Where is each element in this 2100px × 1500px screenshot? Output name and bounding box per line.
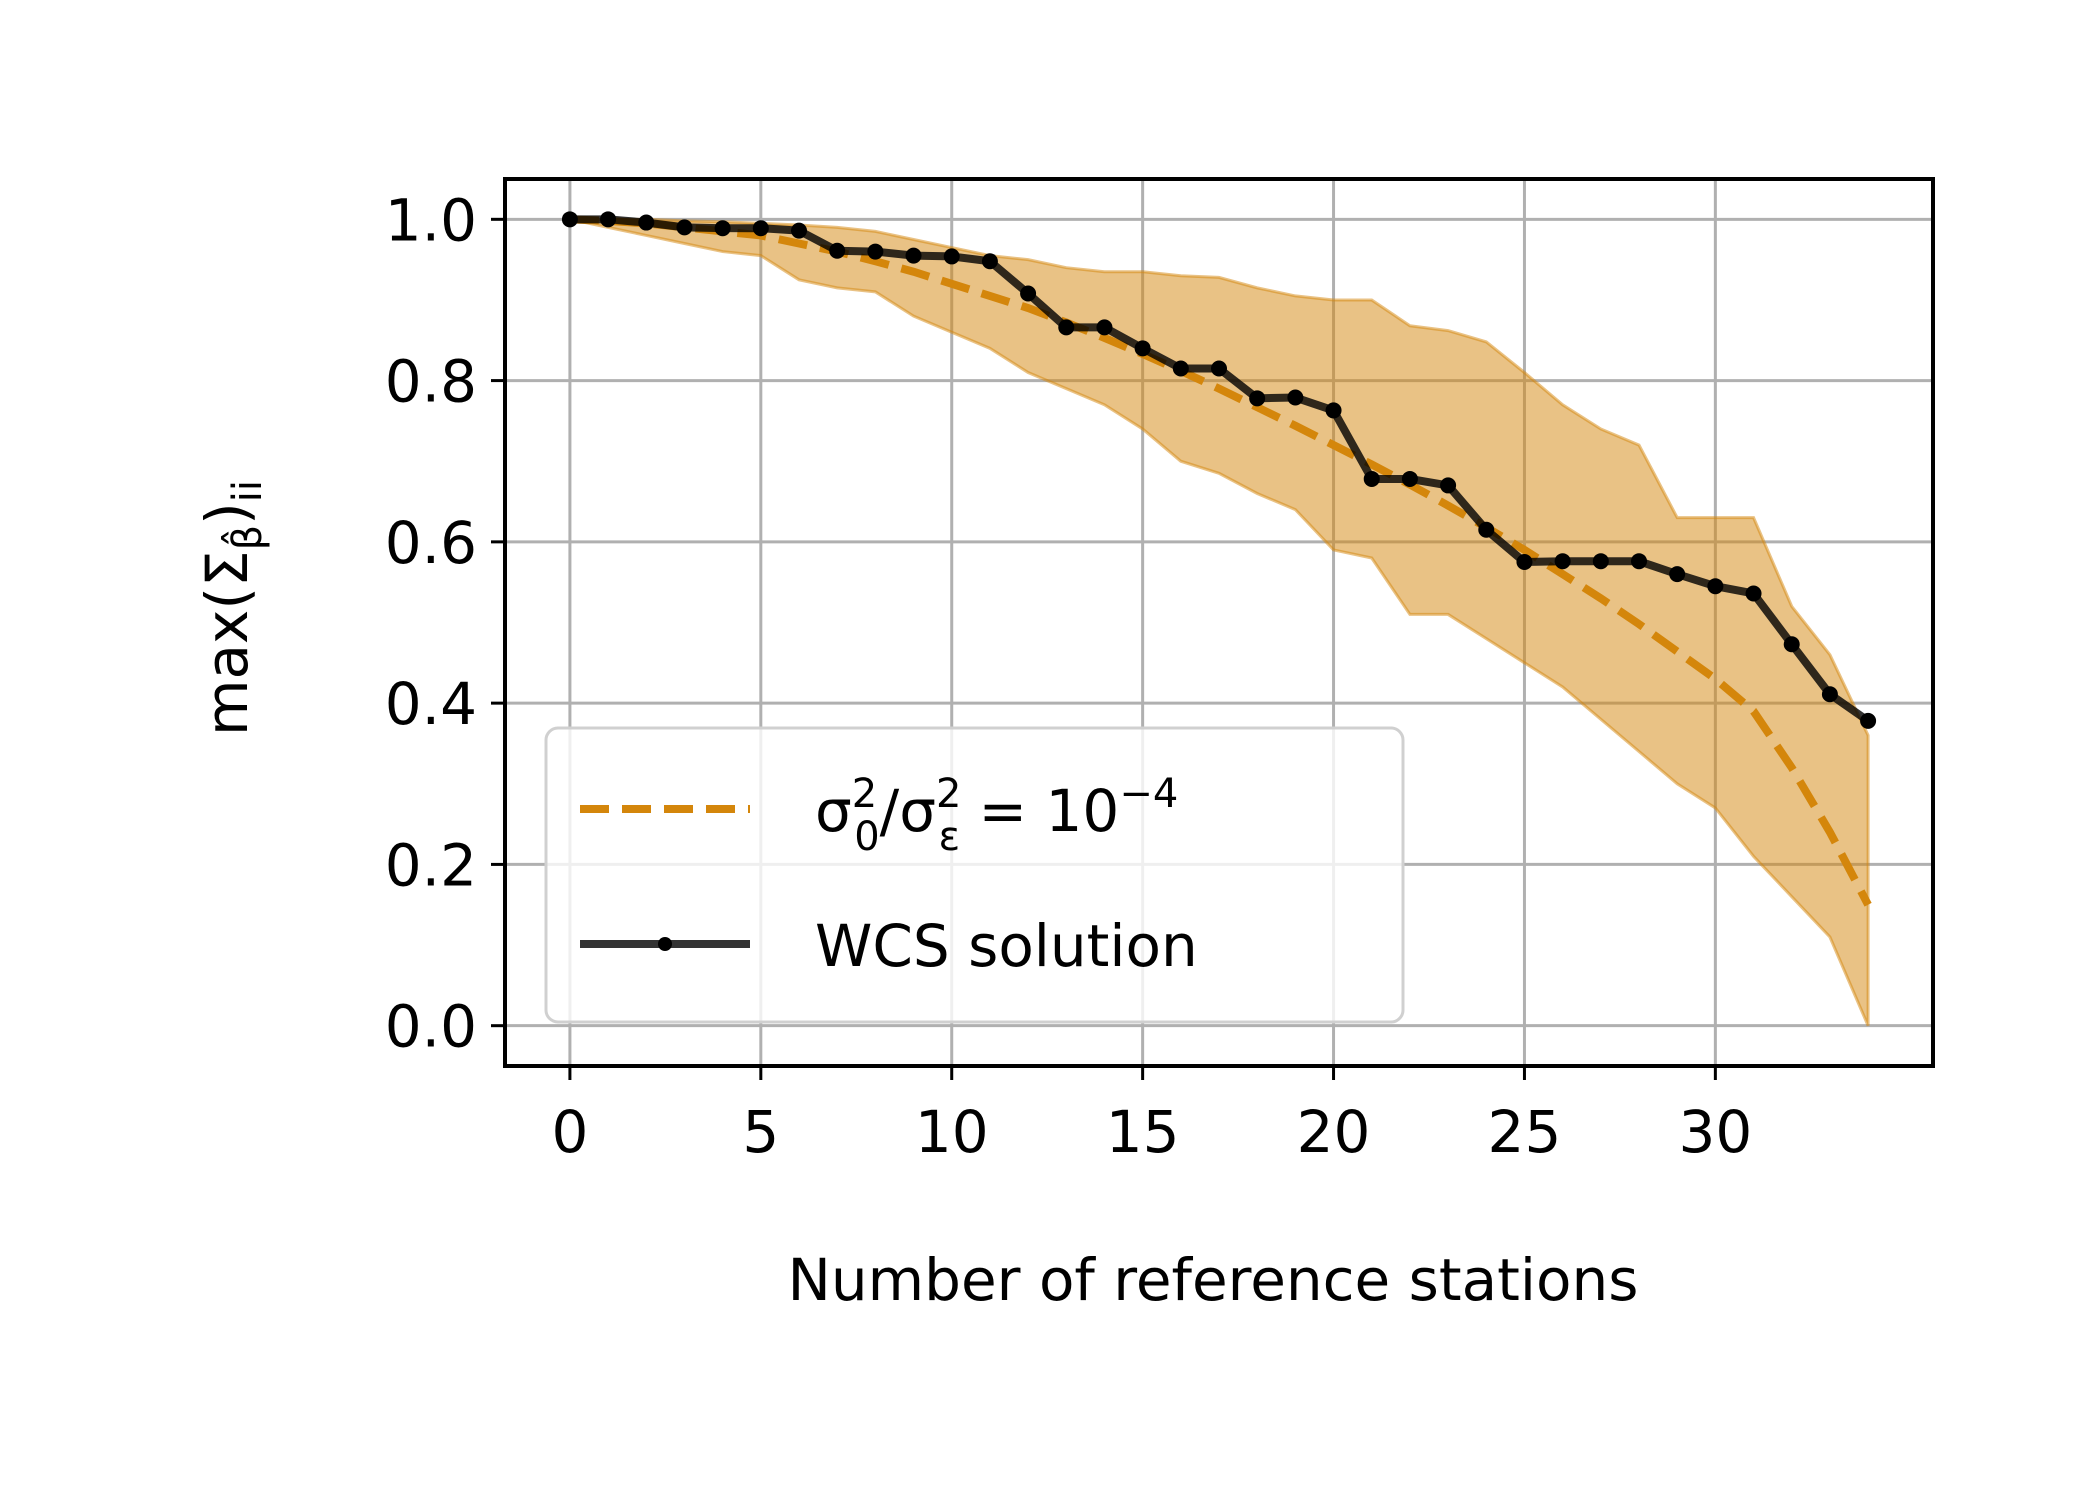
x-tick-label: 20 (1297, 1098, 1371, 1166)
wcs-point (676, 219, 693, 236)
confidence-band (569, 217, 1870, 1027)
wcs-point (1860, 712, 1877, 729)
x-tick-label: 30 (1678, 1098, 1752, 1166)
legend-entry-sigma-ratio: σ2 0/σ2 ε = 10−4 (815, 771, 1178, 860)
wcs-point (1592, 553, 1609, 570)
wcs-point (1058, 319, 1075, 336)
band-area (569, 217, 1870, 1027)
wcs-point (1096, 319, 1113, 336)
x-tick-label: 0 (551, 1098, 588, 1166)
y-axis-label-suffix: ) (193, 502, 261, 525)
wcs-point (981, 253, 998, 270)
y-tick-label: 0.0 (385, 993, 477, 1061)
x-tick-label: 15 (1106, 1098, 1180, 1166)
wcs-point (561, 211, 578, 228)
wcs-point (752, 220, 769, 237)
wcs-point (791, 222, 807, 239)
wcs-point (1020, 285, 1037, 302)
y-axis-label-prefix: max(Σ (193, 550, 261, 736)
wcs-point (1287, 389, 1304, 406)
legend: σ2 0/σ2 ε = 10−4 WCS solution (544, 726, 1405, 1024)
legend-box (544, 726, 1405, 1024)
wcs-point (1211, 360, 1227, 377)
wcs-point (1669, 566, 1686, 583)
y-axis-label-sub2: ii (225, 480, 271, 502)
x-tick-label: 10 (915, 1098, 989, 1166)
y-axis-label: max(Σβ̂)ii (193, 480, 271, 736)
wcs-point (1325, 402, 1342, 419)
y-tick-label: 0.4 (385, 670, 477, 738)
y-tick-label: 0.8 (385, 348, 477, 416)
wcs-point (867, 243, 884, 260)
wcs-point (1401, 470, 1418, 487)
wcs-point (638, 214, 655, 231)
wcs-point (1478, 521, 1495, 538)
legend-marker-swatch (658, 937, 672, 951)
y-axis-label-sub: β̂ (221, 525, 271, 551)
wcs-point (829, 242, 846, 259)
wcs-markers (561, 211, 1877, 729)
y-tick-label: 0.6 (385, 509, 477, 577)
plot-frame (503, 177, 1935, 1068)
wcs-point (1363, 470, 1380, 487)
wcs-point (1440, 477, 1457, 494)
wcs-point (600, 211, 617, 228)
x-tick-label: 5 (742, 1098, 779, 1166)
wcs-point (943, 248, 960, 265)
wcs-point (1554, 553, 1571, 570)
wcs-point (1707, 578, 1724, 595)
wcs-point (1172, 360, 1189, 377)
wcs-point (1745, 585, 1762, 602)
wcs-point (1783, 636, 1800, 653)
y-axis-ticks: 0.0 0.2 0.4 0.6 0.8 1.0 (385, 186, 505, 1061)
wcs-point (1134, 340, 1151, 357)
x-axis-ticks: 0 5 10 15 20 25 30 (551, 1066, 1752, 1166)
y-tick-label: 0.2 (385, 831, 477, 899)
legend-entry-wcs: WCS solution (815, 912, 1198, 980)
wcs-point (1516, 554, 1533, 571)
series-line-sigma-ratio (569, 215, 1872, 907)
y-tick-label: 1.0 (385, 186, 477, 254)
wcs-point (1821, 686, 1838, 703)
wcs-point (1249, 390, 1266, 407)
wcs-point (714, 220, 731, 237)
wcs-point (905, 247, 922, 264)
wcs-point (1631, 553, 1647, 570)
x-tick-label: 25 (1488, 1098, 1562, 1166)
x-axis-label: Number of reference stations (788, 1246, 1639, 1314)
